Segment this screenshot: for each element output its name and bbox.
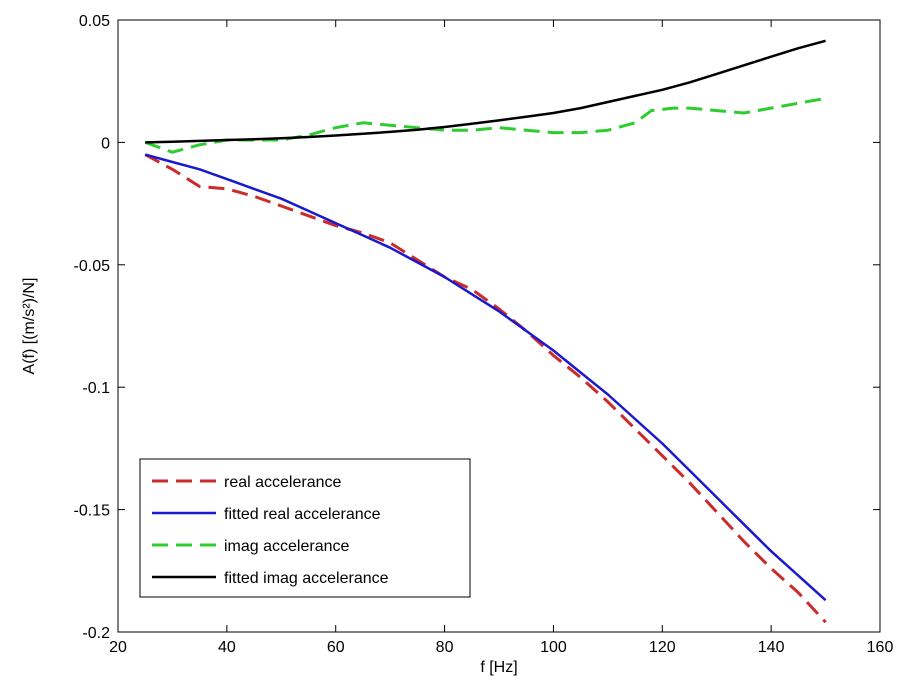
x-axis-label: f [Hz] [480, 659, 517, 676]
legend-label-fitted-real-accelerance: fitted real accelerance [224, 506, 381, 523]
y-tick-label: -0.2 [82, 625, 110, 642]
plot-frame [117, 19, 881, 633]
x-tick-label: 100 [540, 639, 567, 656]
y-tick-label: -0.15 [74, 503, 111, 520]
x-tick-label: 140 [758, 639, 785, 656]
series-line-real-accelerance [144, 153, 827, 624]
legend-box [139, 458, 471, 598]
y-tick-label: 0 [101, 135, 110, 152]
y-tick-label: -0.05 [74, 258, 111, 275]
legend-label-real-accelerance: real accelerance [224, 474, 342, 491]
x-tick-label: 60 [327, 639, 345, 656]
y-tick-label: -0.1 [82, 380, 110, 397]
series-layer [144, 39, 827, 624]
series-line-fitted-imag-accelerance [145, 39, 826, 144]
y-axis-label: A(f) [(m/s²)/N] [21, 278, 38, 375]
y-tick-label: 0.05 [79, 13, 110, 30]
legend: real accelerance fitted real accelerance i… [139, 458, 471, 598]
tick-label-layer: 20 40 60 80 100 120 140 160 -0.2 -0.15 -0.1 -0.05 0 0… [74, 13, 894, 656]
series-line-fitted-real-accelerance [144, 153, 827, 602]
x-tick-label: 40 [218, 639, 236, 656]
x-tick-label: 120 [649, 639, 676, 656]
x-tick-label: 20 [109, 639, 127, 656]
x-tick-label: 160 [867, 639, 894, 656]
x-tick-label: 80 [436, 639, 454, 656]
legend-label-imag-accelerance: imag accelerance [224, 538, 350, 555]
legend-label-fitted-imag-accelerance: fitted imag accelerance [224, 570, 389, 587]
